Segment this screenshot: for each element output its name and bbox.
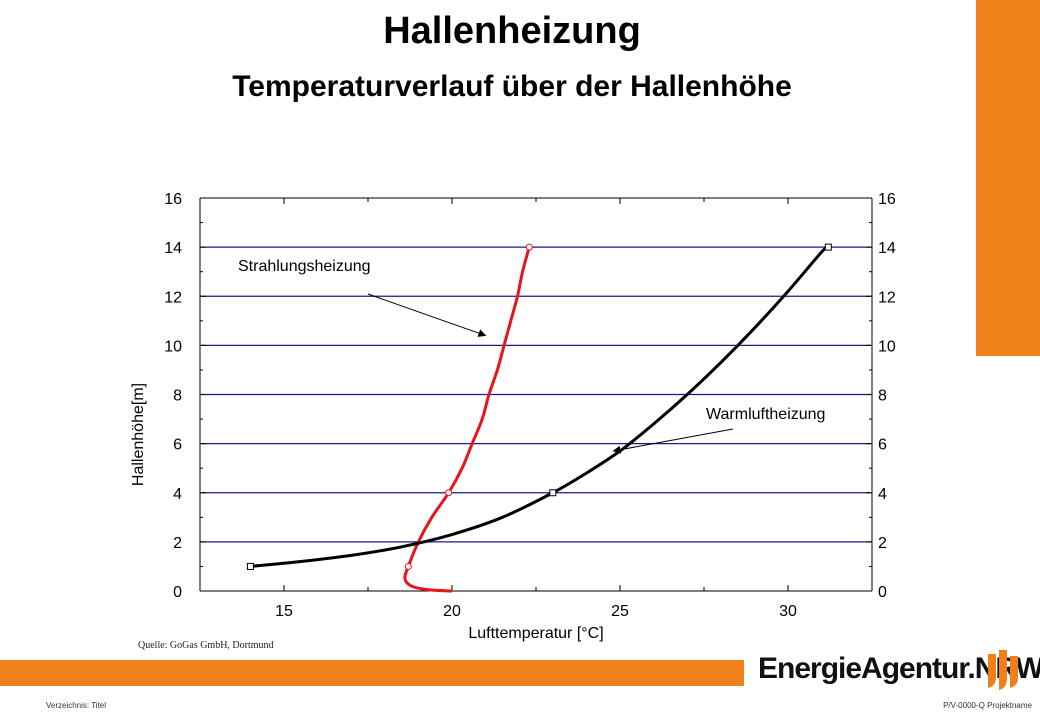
data-point bbox=[549, 489, 557, 497]
data-point bbox=[824, 243, 832, 251]
footer-right-text: P/V-0000-Q Projektname bbox=[943, 701, 1032, 710]
x-axis-title: Lufttemperatur [°C] bbox=[468, 625, 603, 642]
y-tick-label-left: 0 bbox=[173, 584, 182, 601]
data-point bbox=[445, 489, 453, 497]
series-line-warmluftheizung bbox=[250, 245, 830, 568]
energieagentur-logo: EnergieAgentur.NRW bbox=[752, 646, 1040, 696]
y-tick-label-left: 4 bbox=[173, 486, 182, 503]
x-tick-label: 15 bbox=[275, 603, 293, 620]
x-tick-label: 20 bbox=[443, 603, 461, 620]
series-line-strahlungsheizung bbox=[403, 246, 531, 593]
page-subtitle: Temperaturverlauf über der Hallenhöhe bbox=[232, 70, 792, 103]
y-tick-label-right: 14 bbox=[878, 240, 896, 257]
y-tick-label-left: 6 bbox=[173, 437, 182, 454]
y-tick-label-left: 16 bbox=[164, 191, 182, 208]
x-tick-label: 25 bbox=[611, 603, 629, 620]
y-tick-label-right: 16 bbox=[878, 191, 896, 208]
orange-side-bar bbox=[976, 0, 1040, 356]
data-point bbox=[404, 562, 412, 570]
tick-labels: 0 0 2 2 4 4 6 6 8 8 10 10 12 12 14 14 16 16 15 20 25 30 Luftte… bbox=[130, 191, 896, 642]
y-tick-label-right: 4 bbox=[878, 486, 887, 503]
x-tick-label: 30 bbox=[779, 603, 797, 620]
y-tick-label-right: 12 bbox=[878, 289, 896, 306]
y-tick-label-right: 8 bbox=[878, 388, 887, 405]
logo-wave-icon bbox=[988, 650, 1018, 690]
page-title: Hallenheizung bbox=[383, 10, 641, 52]
grid-lines bbox=[200, 246, 872, 543]
data-point bbox=[525, 243, 533, 251]
y-tick-label-right: 6 bbox=[878, 437, 887, 454]
annotation-strahlungsheizung: Strahlungsheizung bbox=[238, 258, 371, 275]
y-tick-label-right: 2 bbox=[878, 535, 887, 552]
y-tick-label-left: 10 bbox=[164, 338, 182, 355]
y-axis-title: Hallenhöhe[m] bbox=[130, 383, 147, 486]
y-tick-label-left: 14 bbox=[164, 240, 182, 257]
annotation-arrow-strahlungsheizung bbox=[367, 293, 487, 337]
y-tick-label-right: 0 bbox=[878, 584, 887, 601]
data-point bbox=[246, 562, 254, 570]
annotation-warmluftheizung: Warmluftheizung bbox=[706, 406, 825, 423]
orange-footer-stripe bbox=[0, 660, 744, 686]
annotation-arrow-warmluftheizung bbox=[612, 428, 734, 454]
series-lines bbox=[246, 243, 832, 593]
footer-left-text: Verzeichnis: Titel bbox=[46, 701, 107, 710]
y-tick-label-right: 10 bbox=[878, 338, 896, 355]
source-note: Quelle: GoGas GmbH, Dortmund bbox=[138, 640, 274, 651]
annotations: Strahlungsheizung Warmluftheizung bbox=[238, 258, 825, 454]
y-tick-label-left: 8 bbox=[173, 388, 182, 405]
y-tick-label-left: 2 bbox=[173, 535, 182, 552]
y-tick-label-left: 12 bbox=[164, 289, 182, 306]
